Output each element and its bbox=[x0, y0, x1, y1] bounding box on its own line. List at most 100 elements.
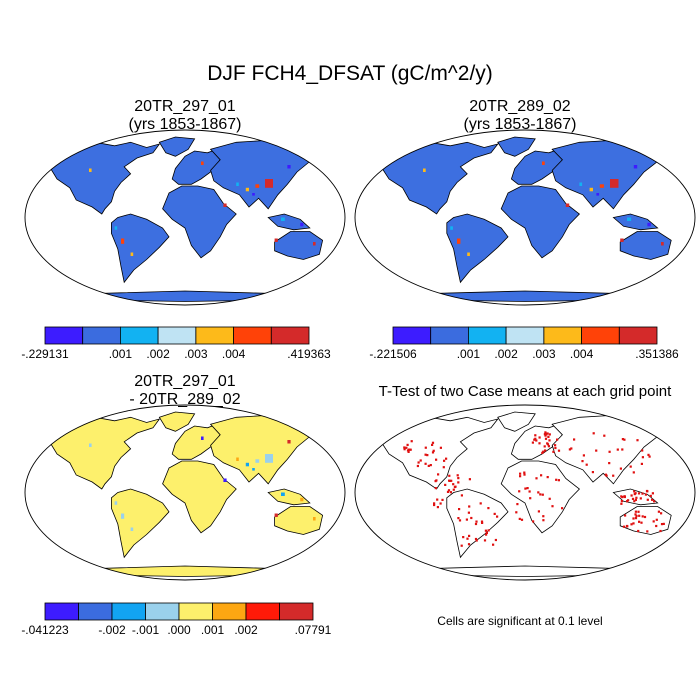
significant-cell bbox=[410, 440, 413, 443]
significant-cell bbox=[466, 537, 469, 540]
significant-cell bbox=[557, 449, 561, 452]
significant-cell bbox=[470, 516, 473, 520]
north-america-landmass bbox=[50, 416, 161, 490]
colorbar-swatch bbox=[581, 326, 620, 345]
significant-cell bbox=[474, 537, 478, 541]
significant-cell bbox=[457, 481, 460, 484]
significant-cell bbox=[424, 446, 427, 449]
north-america-landmass bbox=[381, 141, 499, 215]
significant-cell bbox=[542, 519, 545, 522]
significant-cell bbox=[544, 449, 547, 452]
grid-cell-patch bbox=[287, 165, 291, 169]
significant-cell bbox=[608, 462, 611, 465]
significant-cell bbox=[518, 517, 521, 520]
colorbar-1: -.229131 .001 .002 .003 .004 .419363 bbox=[21, 326, 331, 361]
significant-cell bbox=[623, 438, 626, 441]
significant-cell bbox=[475, 539, 478, 542]
colorbar-tick-label: .000 bbox=[167, 623, 191, 637]
significant-cell bbox=[431, 451, 435, 454]
south-america-landmass bbox=[111, 488, 170, 559]
significant-cell bbox=[657, 510, 660, 513]
significant-cell bbox=[621, 496, 624, 499]
significant-cell bbox=[540, 474, 543, 477]
map-projection-border-1 bbox=[24, 129, 346, 306]
grid-cell-patch bbox=[287, 440, 291, 444]
significant-cell bbox=[612, 474, 615, 477]
significant-cell bbox=[634, 510, 637, 513]
significance-note: Cells are significant at 0.1 level bbox=[437, 614, 603, 628]
significant-cell bbox=[516, 503, 519, 506]
significant-cell bbox=[632, 471, 635, 474]
significant-cell bbox=[432, 449, 435, 452]
significant-cell bbox=[608, 450, 611, 453]
significant-cell bbox=[637, 510, 640, 513]
colorbar-tick-label: .419363 bbox=[287, 347, 331, 361]
significant-cell bbox=[620, 502, 623, 505]
panel3-title-line1: 20TR_297_01 bbox=[134, 373, 236, 390]
significant-cell bbox=[644, 493, 647, 496]
significant-cell bbox=[408, 448, 411, 451]
asia-landmass bbox=[209, 415, 321, 485]
significant-cell bbox=[444, 483, 447, 486]
significant-cell bbox=[641, 515, 644, 518]
significant-cell bbox=[474, 522, 478, 526]
significant-cell bbox=[655, 524, 658, 528]
significant-cell bbox=[465, 518, 468, 521]
significant-cell bbox=[581, 460, 584, 463]
significant-cell bbox=[649, 494, 652, 497]
colorbar-tick-label: .001 bbox=[109, 347, 133, 361]
colorbar-tick-label: .004 bbox=[222, 347, 246, 361]
significant-cell bbox=[605, 474, 608, 477]
significant-cell bbox=[403, 448, 406, 451]
significant-cell bbox=[442, 466, 445, 469]
significant-cell bbox=[641, 456, 644, 459]
colorbar-tick-label: .004 bbox=[570, 347, 594, 361]
grid-cell-patch bbox=[223, 203, 227, 207]
figure-title: DJF FCH4_DFSAT (gC/m^2/y) bbox=[207, 62, 493, 85]
significant-cell bbox=[637, 492, 641, 495]
significant-cell bbox=[448, 474, 451, 477]
significant-cell bbox=[519, 475, 522, 478]
significant-cell bbox=[407, 450, 410, 453]
greenland-landmass bbox=[497, 136, 536, 157]
grid-cell-patch bbox=[610, 179, 619, 188]
significant-cell bbox=[523, 473, 526, 476]
significant-cell bbox=[481, 521, 484, 524]
significant-cell bbox=[480, 520, 484, 523]
significant-cell bbox=[548, 433, 551, 436]
map-land-layer-4 bbox=[381, 411, 672, 577]
colorbar-tick-label: .002 bbox=[234, 623, 258, 637]
significant-cell bbox=[561, 507, 564, 510]
grid-cell-patch bbox=[89, 168, 92, 172]
grid-cell-patch bbox=[265, 454, 273, 463]
significant-cell bbox=[436, 506, 439, 509]
antarctica-landmass bbox=[63, 290, 307, 302]
significant-cell bbox=[520, 518, 524, 521]
colorbar-swatch bbox=[157, 326, 197, 345]
asia-landmass bbox=[209, 140, 321, 210]
significant-cell bbox=[556, 438, 559, 441]
colorbar-swatch bbox=[145, 602, 180, 621]
australia-landmass bbox=[274, 231, 324, 260]
significant-cell bbox=[542, 515, 545, 518]
colorbar-swatch bbox=[618, 326, 658, 345]
significant-cell bbox=[544, 434, 547, 437]
significant-cell bbox=[632, 517, 635, 520]
panel1-title: 20TR_297_01 (yrs 1853-1867) bbox=[25, 98, 345, 134]
significant-cell bbox=[433, 503, 436, 507]
colorbar-2: -.221506 .001 .002 .003 .004 .351386 bbox=[369, 326, 679, 361]
colorbar-swatch bbox=[233, 326, 272, 345]
significant-cell bbox=[429, 464, 432, 467]
south-america-landmass bbox=[446, 488, 509, 559]
significant-cell bbox=[492, 543, 495, 546]
grid-cell-patch bbox=[245, 187, 249, 192]
panel1-title-line1: 20TR_297_01 bbox=[134, 98, 236, 115]
significant-cell bbox=[595, 449, 598, 452]
significant-cell bbox=[534, 434, 537, 437]
grid-cell-patch bbox=[300, 222, 304, 227]
grid-cell-patch bbox=[255, 184, 260, 188]
significant-cell bbox=[467, 511, 470, 514]
significant-cell bbox=[633, 500, 636, 503]
grid-cell-patch bbox=[627, 217, 632, 221]
